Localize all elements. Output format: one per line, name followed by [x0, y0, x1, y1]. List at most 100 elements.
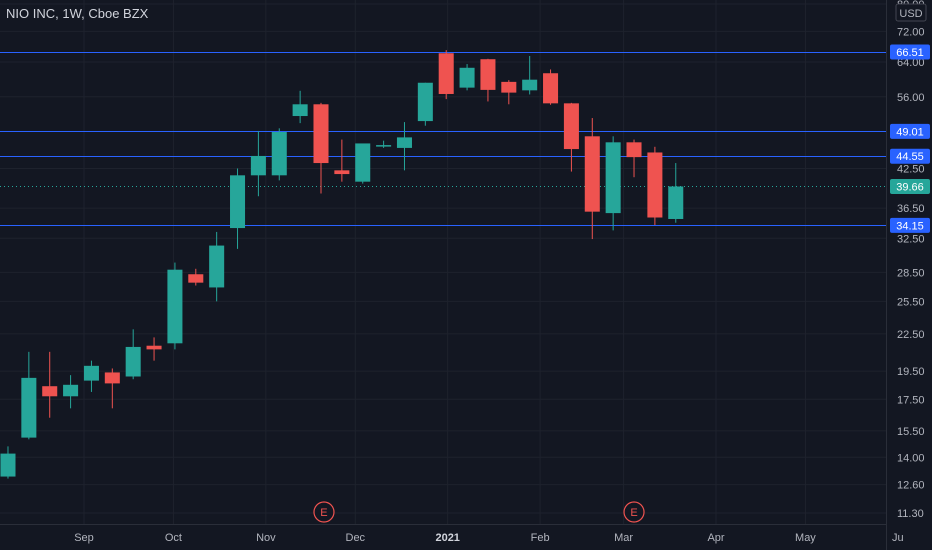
candle[interactable]	[83, 360, 99, 392]
candle[interactable]	[42, 351, 58, 418]
time-tick-label: 2021	[435, 532, 459, 544]
candle[interactable]	[292, 90, 308, 124]
candle[interactable]	[605, 136, 621, 231]
currency-badge[interactable]: USD	[895, 3, 927, 22]
price-tick-label: 36.50	[897, 203, 925, 215]
candle[interactable]	[250, 130, 266, 197]
price-axis[interactable]	[887, 0, 932, 550]
candle-body	[376, 145, 392, 147]
hline-price-tag: 44.55	[890, 148, 930, 164]
event-circle	[623, 501, 645, 523]
price-tick-label: 22.50	[897, 329, 925, 341]
candle[interactable]	[563, 102, 579, 172]
candle[interactable]	[230, 168, 246, 249]
candle-body	[668, 186, 684, 219]
candle[interactable]	[63, 375, 79, 409]
candle-body	[63, 384, 79, 397]
candle[interactable]	[209, 231, 225, 302]
price-tick-label: 11.30	[897, 508, 924, 520]
hline-price-tag-box	[890, 44, 930, 60]
price-tick-label: 19.50	[897, 366, 925, 378]
time-tick-label: Mar	[614, 532, 633, 544]
candle-body	[417, 82, 433, 122]
candle-body	[438, 53, 454, 94]
price-tick-label: 12.60	[897, 480, 925, 492]
candle-body	[543, 73, 559, 104]
candles	[0, 50, 684, 479]
time-tick-label: Apr	[707, 532, 724, 544]
candle[interactable]	[501, 80, 517, 105]
candle[interactable]	[21, 351, 37, 440]
candle-body	[459, 67, 475, 88]
candle[interactable]	[376, 140, 392, 148]
candle[interactable]	[626, 139, 642, 178]
candle[interactable]	[104, 368, 120, 409]
price-tick-label: 64.00	[897, 57, 925, 69]
candle[interactable]	[480, 58, 496, 102]
time-tick-label: Nov	[256, 532, 276, 544]
candle[interactable]	[584, 118, 600, 240]
hline-price-tag-box	[890, 148, 930, 164]
candle[interactable]	[167, 262, 183, 350]
last-price-tag-box	[890, 178, 930, 194]
candle-body	[250, 155, 266, 176]
candle[interactable]	[417, 82, 433, 126]
candle-body	[146, 345, 162, 350]
candle[interactable]	[334, 139, 350, 182]
time-tick-label: Sep	[74, 532, 94, 544]
candle[interactable]	[146, 337, 162, 361]
candle-body	[292, 104, 308, 117]
hline-price-tag: 34.15	[890, 217, 930, 233]
hline-price-tag-text: 34.15	[896, 220, 924, 232]
price-tick-label: 17.50	[897, 394, 925, 406]
candle[interactable]	[647, 146, 663, 226]
candle-body	[522, 79, 538, 91]
candle[interactable]	[396, 122, 412, 171]
candle[interactable]	[668, 163, 684, 223]
candle[interactable]	[313, 102, 329, 194]
candle-body	[83, 365, 99, 381]
symbol-title[interactable]: NIO INC, 1W, Cboe BZX	[6, 6, 149, 21]
earnings-event-marker[interactable]: E	[623, 501, 645, 523]
candle-body	[313, 104, 329, 164]
earnings-event-marker[interactable]: E	[313, 501, 335, 523]
candle[interactable]	[188, 268, 204, 286]
currency-badge-box	[895, 3, 927, 22]
candle-body	[271, 132, 287, 176]
event-circle	[313, 501, 335, 523]
price-tick-label: 72.00	[897, 26, 925, 38]
last-price-tag: 39.66	[890, 178, 930, 194]
candle[interactable]	[271, 128, 287, 181]
candle[interactable]	[543, 69, 559, 105]
price-tick-label: 14.00	[897, 452, 925, 464]
candle-body	[188, 274, 204, 283]
candle[interactable]	[125, 329, 141, 380]
candle[interactable]	[459, 64, 475, 91]
candle[interactable]	[0, 446, 16, 479]
candle-body	[584, 136, 600, 212]
last-price-tag-text: 39.66	[896, 181, 924, 193]
candle[interactable]	[355, 143, 371, 184]
hline-price-tag: 49.01	[890, 123, 930, 139]
price-tick-label: 15.50	[897, 426, 925, 438]
candle-body	[647, 152, 663, 218]
time-tick-label: Dec	[346, 532, 366, 544]
hline-price-tag-text: 44.55	[896, 151, 924, 163]
candle-body	[209, 245, 225, 288]
event-label: E	[320, 507, 327, 519]
candle-body	[626, 142, 642, 158]
candle-body	[42, 386, 58, 397]
time-axis-labels: Sep Oct Nov Dec 2021 Feb Mar Apr May Ju	[0, 524, 904, 544]
candle-body	[480, 59, 496, 90]
candle-body	[104, 372, 120, 384]
candle-body	[125, 346, 141, 377]
hline-price-tag-text: 49.01	[896, 126, 924, 138]
event-label: E	[630, 507, 637, 519]
time-tick-label: May	[795, 532, 816, 544]
candle[interactable]	[522, 56, 538, 95]
candle-body	[334, 170, 350, 175]
price-tags: 66.51 49.01 44.55 34.15 39.66	[890, 44, 930, 233]
candle[interactable]	[438, 50, 454, 100]
